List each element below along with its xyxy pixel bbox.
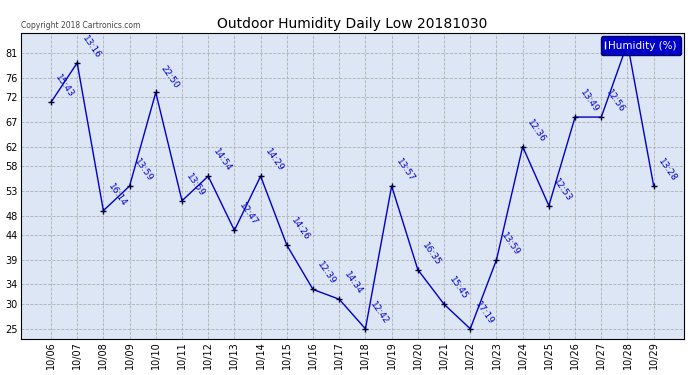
- Title: Outdoor Humidity Daily Low 20181030: Outdoor Humidity Daily Low 20181030: [217, 17, 488, 31]
- Text: 12:47: 12:47: [237, 201, 259, 228]
- Text: 12:53: 12:53: [551, 177, 574, 203]
- Text: 14:54: 14:54: [211, 147, 233, 173]
- Text: 15:43: 15:43: [54, 73, 76, 99]
- Text: 13:59: 13:59: [185, 172, 207, 198]
- Text: Copyright 2018 Cartronics.com: Copyright 2018 Cartronics.com: [21, 21, 140, 30]
- Text: 13:57: 13:57: [395, 157, 417, 183]
- Text: 12:39: 12:39: [316, 260, 338, 286]
- Text: 16:35: 16:35: [421, 241, 443, 267]
- Text: 13:49: 13:49: [578, 88, 600, 114]
- Text: 12:42: 12:42: [368, 300, 391, 326]
- Text: 15:45: 15:45: [447, 275, 469, 302]
- Text: 13:59: 13:59: [500, 231, 522, 257]
- Text: 13:16: 13:16: [80, 34, 102, 60]
- Text: 16:14: 16:14: [106, 182, 128, 208]
- Text: 13:59: 13:59: [132, 157, 155, 183]
- Text: 14:26: 14:26: [290, 216, 312, 242]
- Text: 22:50: 22:50: [159, 63, 181, 90]
- Text: 12:56: 12:56: [604, 88, 627, 114]
- Text: 14:29: 14:29: [264, 147, 286, 173]
- Legend: Humidity (%): Humidity (%): [601, 36, 681, 55]
- Text: 17:19: 17:19: [473, 300, 495, 326]
- Text: 13:28: 13:28: [656, 157, 678, 183]
- Text: 14:34: 14:34: [342, 270, 364, 297]
- Text: 12:36: 12:36: [526, 118, 548, 144]
